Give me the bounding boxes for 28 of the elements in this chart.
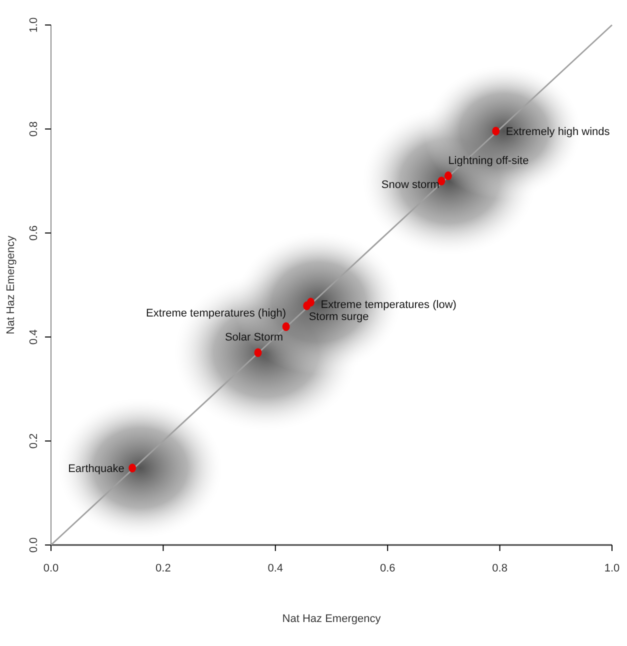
x-tick-label: 0.8 bbox=[492, 562, 508, 575]
x-tick-label: 1.0 bbox=[604, 562, 620, 575]
annotation: Lightning off-site bbox=[448, 154, 529, 167]
point bbox=[492, 126, 500, 136]
y-tick-label: 1.0 bbox=[28, 17, 40, 33]
point bbox=[128, 464, 136, 472]
y-tick-label: 0.6 bbox=[28, 225, 40, 241]
annotation: Storm surge bbox=[308, 310, 369, 323]
annotation: Earthquake bbox=[68, 463, 124, 476]
x-tick-label: 0.0 bbox=[43, 562, 59, 575]
x-tick-label: 0.2 bbox=[156, 562, 171, 575]
point bbox=[307, 298, 314, 307]
annotation: Snow storm bbox=[381, 179, 440, 191]
y-tick-label: 0.2 bbox=[28, 433, 40, 449]
y-axis-title: Nat Haz Emergency bbox=[5, 235, 17, 334]
point bbox=[282, 322, 290, 331]
y-tick-label: 0.4 bbox=[28, 329, 40, 345]
point bbox=[254, 348, 262, 357]
annotation: Extreme temperatures (high) bbox=[146, 308, 286, 320]
annotation: Extremely high winds bbox=[506, 126, 610, 138]
x-tick-label: 0.6 bbox=[380, 562, 396, 575]
y-tick-label: 0.0 bbox=[28, 537, 40, 553]
y-tick-label: 0.8 bbox=[28, 121, 40, 137]
annotation: Solar Storm bbox=[224, 332, 284, 344]
point bbox=[444, 171, 452, 180]
x-tick-label: 0.4 bbox=[268, 562, 284, 575]
x-axis-title: Nat Haz Emergency bbox=[282, 613, 382, 625]
annotation: Extreme temperatures (low) bbox=[320, 299, 456, 312]
